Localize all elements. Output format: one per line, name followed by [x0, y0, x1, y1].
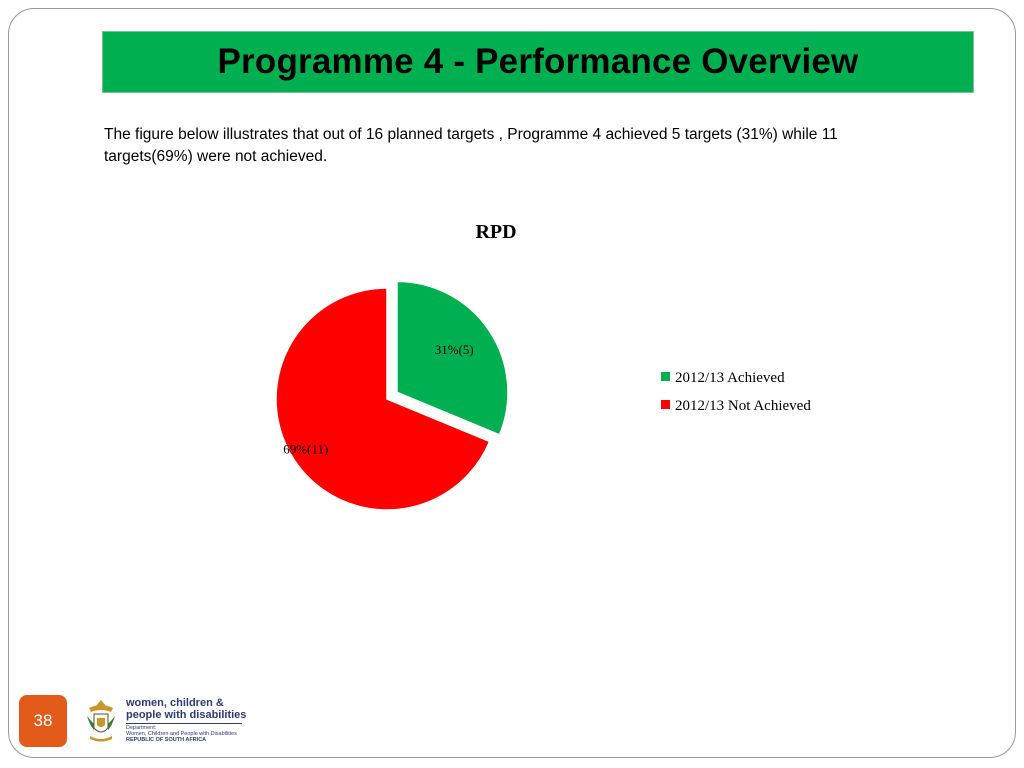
- pie-data-label-1: 31%(5): [435, 342, 474, 357]
- pie-data-label-2: 69%(11): [283, 441, 328, 456]
- pie-slice-2: [275, 287, 491, 511]
- slide-title: Programme 4 - Performance Overview: [217, 42, 859, 81]
- chart-legend: 2012/13 Achieved 2012/13 Not Achieved: [661, 370, 811, 414]
- logo-line-2: people with disabilities: [126, 709, 247, 721]
- logo-divider: [126, 723, 242, 724]
- title-bar: Programme 4 - Performance Overview: [102, 31, 974, 93]
- chart-title: RPD: [475, 221, 516, 243]
- department-logo: women, children & people with disabiliti…: [84, 696, 254, 748]
- legend-label-1: 2012/13 Achieved: [675, 370, 785, 386]
- coat-of-arms-icon: [87, 700, 115, 742]
- intro-text: The figure below illustrates that out of…: [104, 126, 838, 165]
- logo-small-3: REPUBLIC OF SOUTH AFRICA: [126, 737, 207, 743]
- legend-swatch-2: [661, 400, 670, 409]
- slide-frame: [8, 8, 1016, 758]
- legend-label-2: 2012/13 Not Achieved: [675, 398, 811, 414]
- legend-swatch-1: [661, 372, 670, 381]
- page-number: 38: [33, 711, 53, 730]
- logo-small-1: Department:: [126, 725, 157, 731]
- page-number-badge: 38: [19, 695, 67, 747]
- pie-slices: 31%(5) 69%(11): [275, 280, 509, 511]
- logo-line-1: women, children &: [126, 697, 224, 709]
- logo-small-2: Women, Children and People with Disabili…: [126, 731, 237, 737]
- pie-slice-1: [396, 280, 509, 436]
